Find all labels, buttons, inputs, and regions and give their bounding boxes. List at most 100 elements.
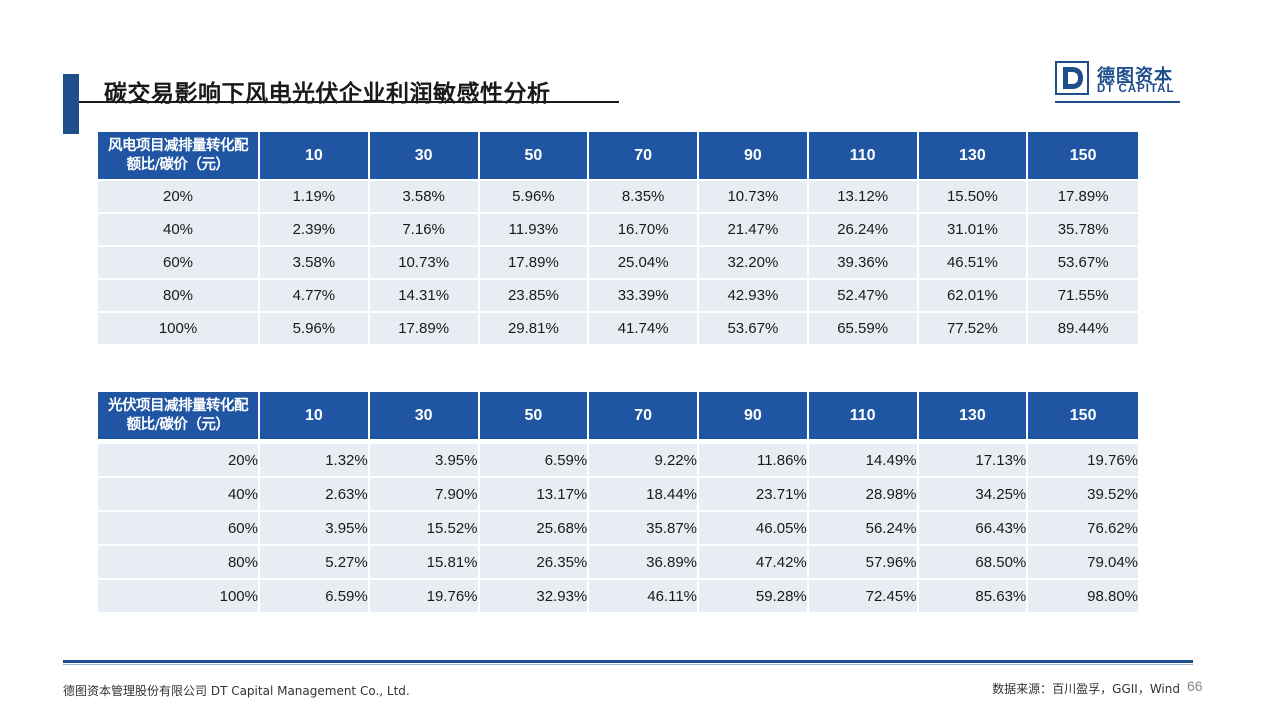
- ratio-cell: 80%: [98, 544, 260, 578]
- value-cell: 6.59%: [479, 439, 590, 476]
- value-cell: 46.05%: [699, 510, 809, 544]
- value-cell: 13.12%: [808, 179, 919, 212]
- value-cell: 8.35%: [589, 179, 699, 212]
- price-header: 110: [808, 392, 919, 439]
- value-cell: 72.45%: [808, 578, 919, 612]
- value-cell: 29.81%: [479, 311, 590, 344]
- value-cell: 3.58%: [260, 245, 370, 278]
- value-cell: 89.44%: [1028, 311, 1138, 344]
- value-cell: 15.52%: [369, 510, 480, 544]
- value-cell: 16.70%: [589, 212, 699, 245]
- value-cell: 25.68%: [479, 510, 590, 544]
- value-cell: 62.01%: [918, 278, 1029, 311]
- value-cell: 2.63%: [260, 476, 370, 510]
- value-cell: 15.50%: [918, 179, 1029, 212]
- value-cell: 53.67%: [1028, 245, 1138, 278]
- value-cell: 46.11%: [589, 578, 699, 612]
- value-cell: 3.95%: [369, 439, 480, 476]
- value-cell: 15.81%: [369, 544, 480, 578]
- price-header: 50: [479, 132, 590, 179]
- price-header: 70: [589, 392, 699, 439]
- footer-source: 数据来源：百川盈孚，GGII，Wind: [992, 682, 1180, 696]
- value-cell: 33.39%: [589, 278, 699, 311]
- value-cell: 17.89%: [1028, 179, 1138, 212]
- title-accent-bar: [63, 74, 79, 134]
- value-cell: 53.67%: [699, 311, 809, 344]
- value-cell: 28.98%: [808, 476, 919, 510]
- value-cell: 85.63%: [918, 578, 1029, 612]
- corner-header: 风电项目减排量转化配 额比/碳价（元）: [98, 132, 260, 179]
- price-header: 30: [369, 392, 480, 439]
- footer-divider-thin: [63, 664, 1193, 665]
- value-cell: 65.59%: [808, 311, 919, 344]
- value-cell: 23.85%: [479, 278, 590, 311]
- value-cell: 4.77%: [260, 278, 370, 311]
- footer-divider: [63, 660, 1193, 663]
- value-cell: 32.20%: [699, 245, 809, 278]
- price-header: 90: [699, 392, 809, 439]
- value-cell: 21.47%: [699, 212, 809, 245]
- table-row: 20% 1.19% 3.58% 5.96% 8.35% 10.73% 13.12% 15.50…: [98, 179, 1138, 212]
- value-cell: 3.58%: [369, 179, 480, 212]
- table-row: 100% 6.59% 19.76% 32.93% 46.11% 59.28% 72.45% 8…: [98, 578, 1138, 612]
- ratio-cell: 80%: [98, 278, 260, 311]
- table-row: 80% 5.27% 15.81% 26.35% 36.89% 47.42% 57.96% 68…: [98, 544, 1138, 578]
- value-cell: 32.93%: [479, 578, 590, 612]
- dt-logo-icon: [1055, 61, 1089, 95]
- value-cell: 59.28%: [699, 578, 809, 612]
- value-cell: 79.04%: [1028, 544, 1138, 578]
- value-cell: 68.50%: [918, 544, 1029, 578]
- value-cell: 52.47%: [808, 278, 919, 311]
- value-cell: 76.62%: [1028, 510, 1138, 544]
- value-cell: 17.89%: [369, 311, 480, 344]
- value-cell: 19.76%: [369, 578, 480, 612]
- value-cell: 5.27%: [260, 544, 370, 578]
- table-row: 40% 2.63% 7.90% 13.17% 18.44% 23.71% 28.98% 34.…: [98, 476, 1138, 510]
- value-cell: 46.51%: [918, 245, 1029, 278]
- ratio-cell: 100%: [98, 578, 260, 612]
- value-cell: 2.39%: [260, 212, 370, 245]
- value-cell: 19.76%: [1028, 439, 1138, 476]
- corner-header-line: 光伏项目减排量转化配: [108, 397, 249, 414]
- price-header: 70: [589, 132, 699, 179]
- value-cell: 77.52%: [918, 311, 1029, 344]
- ratio-cell: 60%: [98, 510, 260, 544]
- value-cell: 17.13%: [918, 439, 1029, 476]
- value-cell: 14.49%: [808, 439, 919, 476]
- value-cell: 11.93%: [479, 212, 590, 245]
- table-header-row: 光伏项目减排量转化配 额比/碳价（元） 10 30 50 70 90 110 130 150: [98, 392, 1138, 439]
- table-row: 20% 1.32% 3.95% 6.59% 9.22% 11.86% 14.49% 17.13…: [98, 439, 1138, 476]
- value-cell: 17.89%: [479, 245, 590, 278]
- value-cell: 71.55%: [1028, 278, 1138, 311]
- price-header: 10: [260, 392, 370, 439]
- value-cell: 5.96%: [260, 311, 370, 344]
- value-cell: 57.96%: [808, 544, 919, 578]
- logo-underline: [1055, 101, 1180, 103]
- pv-sensitivity-table: 光伏项目减排量转化配 额比/碳价（元） 10 30 50 70 90 110 130 150 20…: [98, 392, 1138, 612]
- price-header: 150: [1028, 392, 1138, 439]
- logo-cn-text: 德图资本: [1097, 66, 1173, 87]
- price-header: 10: [260, 132, 370, 179]
- value-cell: 23.71%: [699, 476, 809, 510]
- price-header: 150: [1028, 132, 1138, 179]
- table-row: 60% 3.58% 10.73% 17.89% 25.04% 32.20% 39.36% 46…: [98, 245, 1138, 278]
- table-row: 40% 2.39% 7.16% 11.93% 16.70% 21.47% 26.24% 31.…: [98, 212, 1138, 245]
- value-cell: 47.42%: [699, 544, 809, 578]
- wind-sensitivity-table: 风电项目减排量转化配 额比/碳价（元） 10 30 50 70 90 110 130 150 20…: [98, 132, 1138, 344]
- value-cell: 39.36%: [808, 245, 919, 278]
- ratio-cell: 40%: [98, 476, 260, 510]
- value-cell: 11.86%: [699, 439, 809, 476]
- corner-header-line: 风电项目减排量转化配: [108, 137, 249, 154]
- value-cell: 35.78%: [1028, 212, 1138, 245]
- value-cell: 31.01%: [918, 212, 1029, 245]
- value-cell: 26.24%: [808, 212, 919, 245]
- corner-header: 光伏项目减排量转化配 额比/碳价（元）: [98, 392, 260, 439]
- value-cell: 1.19%: [260, 179, 370, 212]
- value-cell: 56.24%: [808, 510, 919, 544]
- value-cell: 26.35%: [479, 544, 590, 578]
- value-cell: 6.59%: [260, 578, 370, 612]
- value-cell: 9.22%: [589, 439, 699, 476]
- logo-en-text: DT CAPITAL: [1097, 83, 1175, 95]
- price-header: 50: [479, 392, 590, 439]
- value-cell: 41.74%: [589, 311, 699, 344]
